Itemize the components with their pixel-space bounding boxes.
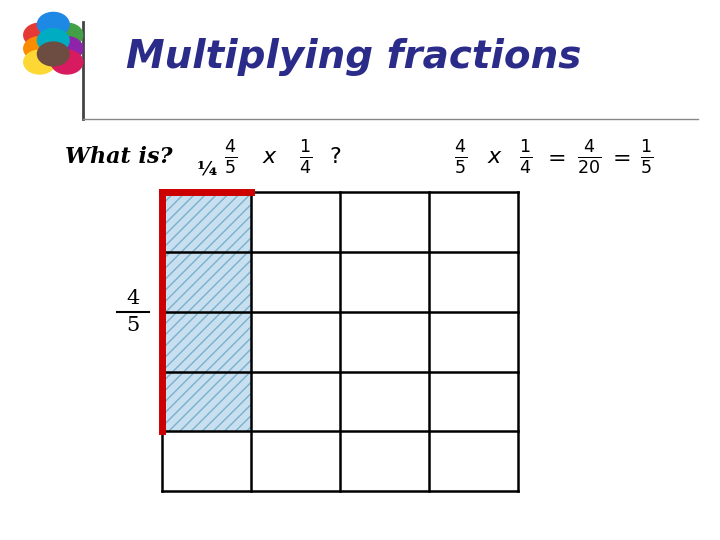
Circle shape: [37, 42, 69, 66]
Circle shape: [51, 50, 83, 74]
Text: 4: 4: [127, 288, 140, 308]
Text: $=$: $=$: [543, 146, 566, 167]
Text: What is?: What is?: [65, 146, 172, 167]
Circle shape: [24, 23, 55, 47]
Text: 5: 5: [127, 315, 140, 335]
Text: Multiplying fractions: Multiplying fractions: [126, 38, 581, 76]
Circle shape: [51, 37, 83, 60]
Circle shape: [24, 37, 55, 60]
Text: $\frac{4}{5}$: $\frac{4}{5}$: [224, 138, 237, 176]
Text: $?$: $?$: [328, 146, 341, 167]
Bar: [162, 192, 251, 431]
Text: $\frac{1}{4}$: $\frac{1}{4}$: [300, 138, 312, 176]
Text: $\frac{4}{20}$: $\frac{4}{20}$: [577, 138, 601, 176]
Text: $x$: $x$: [262, 146, 278, 167]
Text: $=$: $=$: [608, 146, 631, 167]
Text: ¼: ¼: [197, 160, 217, 178]
Text: $x$: $x$: [487, 146, 503, 167]
Circle shape: [37, 12, 69, 36]
Text: $\frac{1}{5}$: $\frac{1}{5}$: [640, 138, 653, 176]
Text: $\frac{4}{5}$: $\frac{4}{5}$: [454, 138, 467, 176]
Text: $\frac{1}{4}$: $\frac{1}{4}$: [519, 138, 532, 176]
Circle shape: [24, 50, 55, 74]
Circle shape: [51, 23, 83, 47]
Circle shape: [37, 29, 69, 52]
